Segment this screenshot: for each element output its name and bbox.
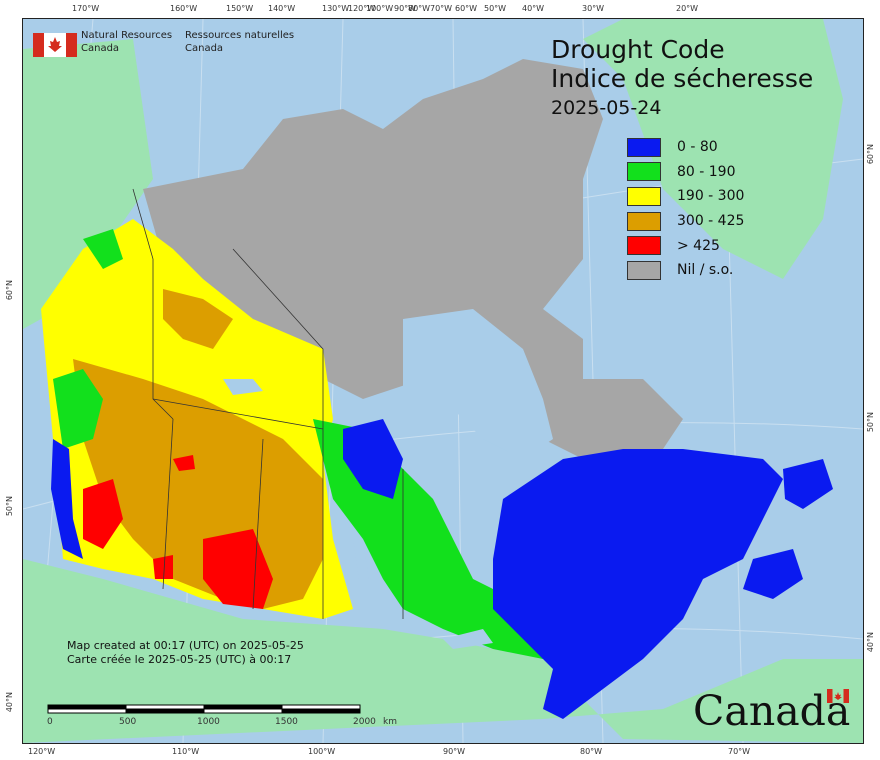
legend-swatch (627, 162, 661, 182)
legend-label: 190 - 300 (677, 188, 745, 205)
creation-note: Map created at 00:17 (UTC) on 2025-05-25… (67, 639, 304, 667)
top-tick: 50°W (484, 4, 507, 13)
legend-swatch (627, 186, 661, 206)
top-tick: 60°W (455, 4, 478, 13)
agency-name-fr-2: Canada (185, 43, 224, 54)
scale-label: 1000 (197, 717, 220, 727)
hudson-bay (403, 309, 553, 459)
top-tick: 140°W (268, 4, 296, 13)
map-graphic (23, 19, 863, 743)
dc-0-80-maritimes (743, 549, 803, 599)
scale-unit: km (383, 717, 397, 727)
dc-80-190-west (53, 369, 103, 449)
great-slave-lake (223, 379, 263, 395)
dc-over-425-c (173, 455, 195, 471)
dc-0-80-nl (783, 459, 833, 509)
title-en: Drought Code (551, 35, 725, 64)
agency-name-fr-1: Ressources naturelles (185, 30, 295, 41)
top-tick: 20°W (676, 4, 699, 13)
scale-bar: 0 500 1000 1500 2000 km (47, 705, 397, 735)
dc-0-80-quebec (493, 449, 783, 719)
legend-swatch (627, 211, 661, 231)
legend-swatch (627, 137, 661, 157)
scale-label: 500 (119, 717, 137, 727)
bottom-tick: 80°W (580, 747, 603, 756)
right-tick: 60°N (866, 144, 875, 165)
left-tick: 40°N (5, 692, 14, 713)
top-tick: 30°W (582, 4, 605, 13)
legend-item: 190 - 300 (627, 184, 744, 209)
legend-swatch (627, 236, 661, 256)
legend-label: 80 - 190 (677, 163, 736, 180)
left-tick: 60°N (5, 280, 14, 301)
legend-item: Nil / s.o. (627, 258, 744, 283)
scale-label: 0 (47, 717, 53, 727)
legend-label: 0 - 80 (677, 139, 718, 156)
left-tick: 50°N (5, 496, 14, 517)
province-borders (132, 188, 404, 619)
legend-label: Nil / s.o. (677, 262, 734, 279)
dc-0-80-bc-coast (51, 439, 83, 559)
right-tick: 40°N (866, 632, 875, 653)
bottom-tick: 110°W (172, 747, 200, 756)
lake-superior (443, 629, 493, 649)
legend-swatch (627, 260, 661, 280)
top-tick: 80°W (408, 4, 431, 13)
created-fr: Carte créée le 2025-05-25 (UTC) à 00:17 (67, 653, 292, 666)
scale-label: 2000 (353, 717, 376, 727)
agency-name-en-1: Natural Resources (81, 30, 173, 41)
bottom-tick: 100°W (308, 747, 336, 756)
bottom-tick: 90°W (443, 747, 466, 756)
dc-300-425 (73, 359, 323, 609)
legend-label: > 425 (677, 237, 720, 254)
top-tick: 70°W (430, 4, 453, 13)
legend-item: 0 - 80 (627, 135, 744, 160)
canada-flag-icon (33, 33, 77, 57)
wordmark-text: Canada (693, 687, 851, 735)
scale-bar-graphic (47, 704, 361, 714)
top-tick: 150°W (226, 4, 254, 13)
canada-wordmark: Canada (693, 687, 850, 735)
legend: 0 - 80 80 - 190 190 - 300 300 - 425 > 425 Nil… (627, 135, 744, 283)
bottom-tick: 70°W (728, 747, 751, 756)
top-tick: 120°W (348, 4, 376, 13)
top-tick: 40°W (522, 4, 545, 13)
map-title: Drought Code Indice de sécheresse (551, 35, 813, 93)
wordmark-flag-icon (827, 689, 849, 703)
alaska-land (23, 39, 153, 329)
map-date: 2025-05-24 (551, 97, 662, 119)
top-tick: 100°W (366, 4, 394, 13)
legend-label: 300 - 425 (677, 213, 745, 230)
dc-over-425-d (153, 555, 173, 579)
lake-winnipeg (353, 539, 369, 581)
top-tick: 90°W (394, 4, 417, 13)
greenland-land (583, 19, 843, 279)
dc-over-425-b (203, 529, 273, 609)
dc-0-80-east (343, 419, 403, 499)
dc-80-190-nw (83, 229, 123, 269)
bottom-tick: 120°W (28, 747, 56, 756)
top-tick: 130°W (322, 4, 350, 13)
legend-item: 80 - 190 (627, 160, 744, 185)
top-tick: 160°W (170, 4, 198, 13)
legend-item: 300 - 425 (627, 209, 744, 234)
usa-land (23, 559, 863, 743)
right-tick: 50°N (866, 412, 875, 433)
title-fr: Indice de sécheresse (551, 64, 814, 93)
legend-item: > 425 (627, 233, 744, 258)
dc-300-425-north (163, 289, 233, 349)
scale-label: 1500 (275, 717, 298, 727)
map-canvas[interactable]: Natural Resources Canada Ressources natu… (22, 18, 864, 744)
created-en: Map created at 00:17 (UTC) on 2025-05-25 (67, 639, 304, 652)
agency-name-en-2: Canada (81, 43, 120, 54)
top-tick: 170°W (72, 4, 100, 13)
dc-over-425-a (83, 479, 123, 549)
